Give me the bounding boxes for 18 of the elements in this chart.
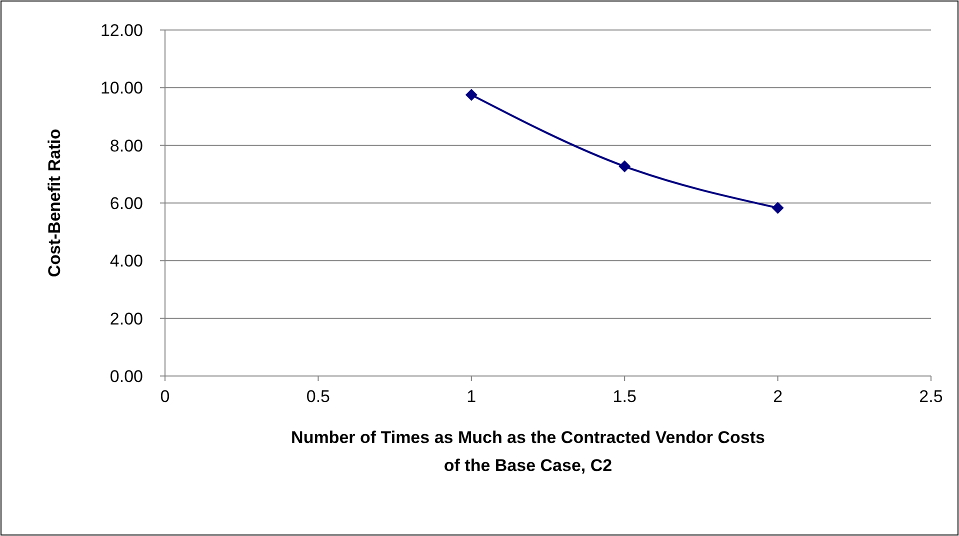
x-tick-label: 1.5 [612,387,636,406]
y-tick-label: 10.00 [100,78,143,98]
point [465,88,478,101]
x-tick-label: 1 [466,387,476,406]
y-tick-label: 4.00 [110,252,143,271]
x-tick-label: 2.5 [919,387,943,406]
x-tick-label: 2 [773,387,783,406]
y-tick-label: 12.00 [100,20,143,40]
x-axis-title: Number of Times as Much as the Contracted Vendor Costs of the Base Case, C2 [291,428,765,475]
y-tick-label: 6.00 [110,194,143,213]
x-tick-label: 0.5 [306,387,330,406]
point [772,202,784,214]
y-tick-label: 2.00 [110,309,143,328]
y-tick-label: 0.00 [110,366,143,386]
y-tick-label: 8.00 [110,136,143,156]
y-axis-title: Cost-Benefit Ratio [45,128,64,278]
x-tick-label: 0 [160,387,170,406]
point [618,160,631,172]
